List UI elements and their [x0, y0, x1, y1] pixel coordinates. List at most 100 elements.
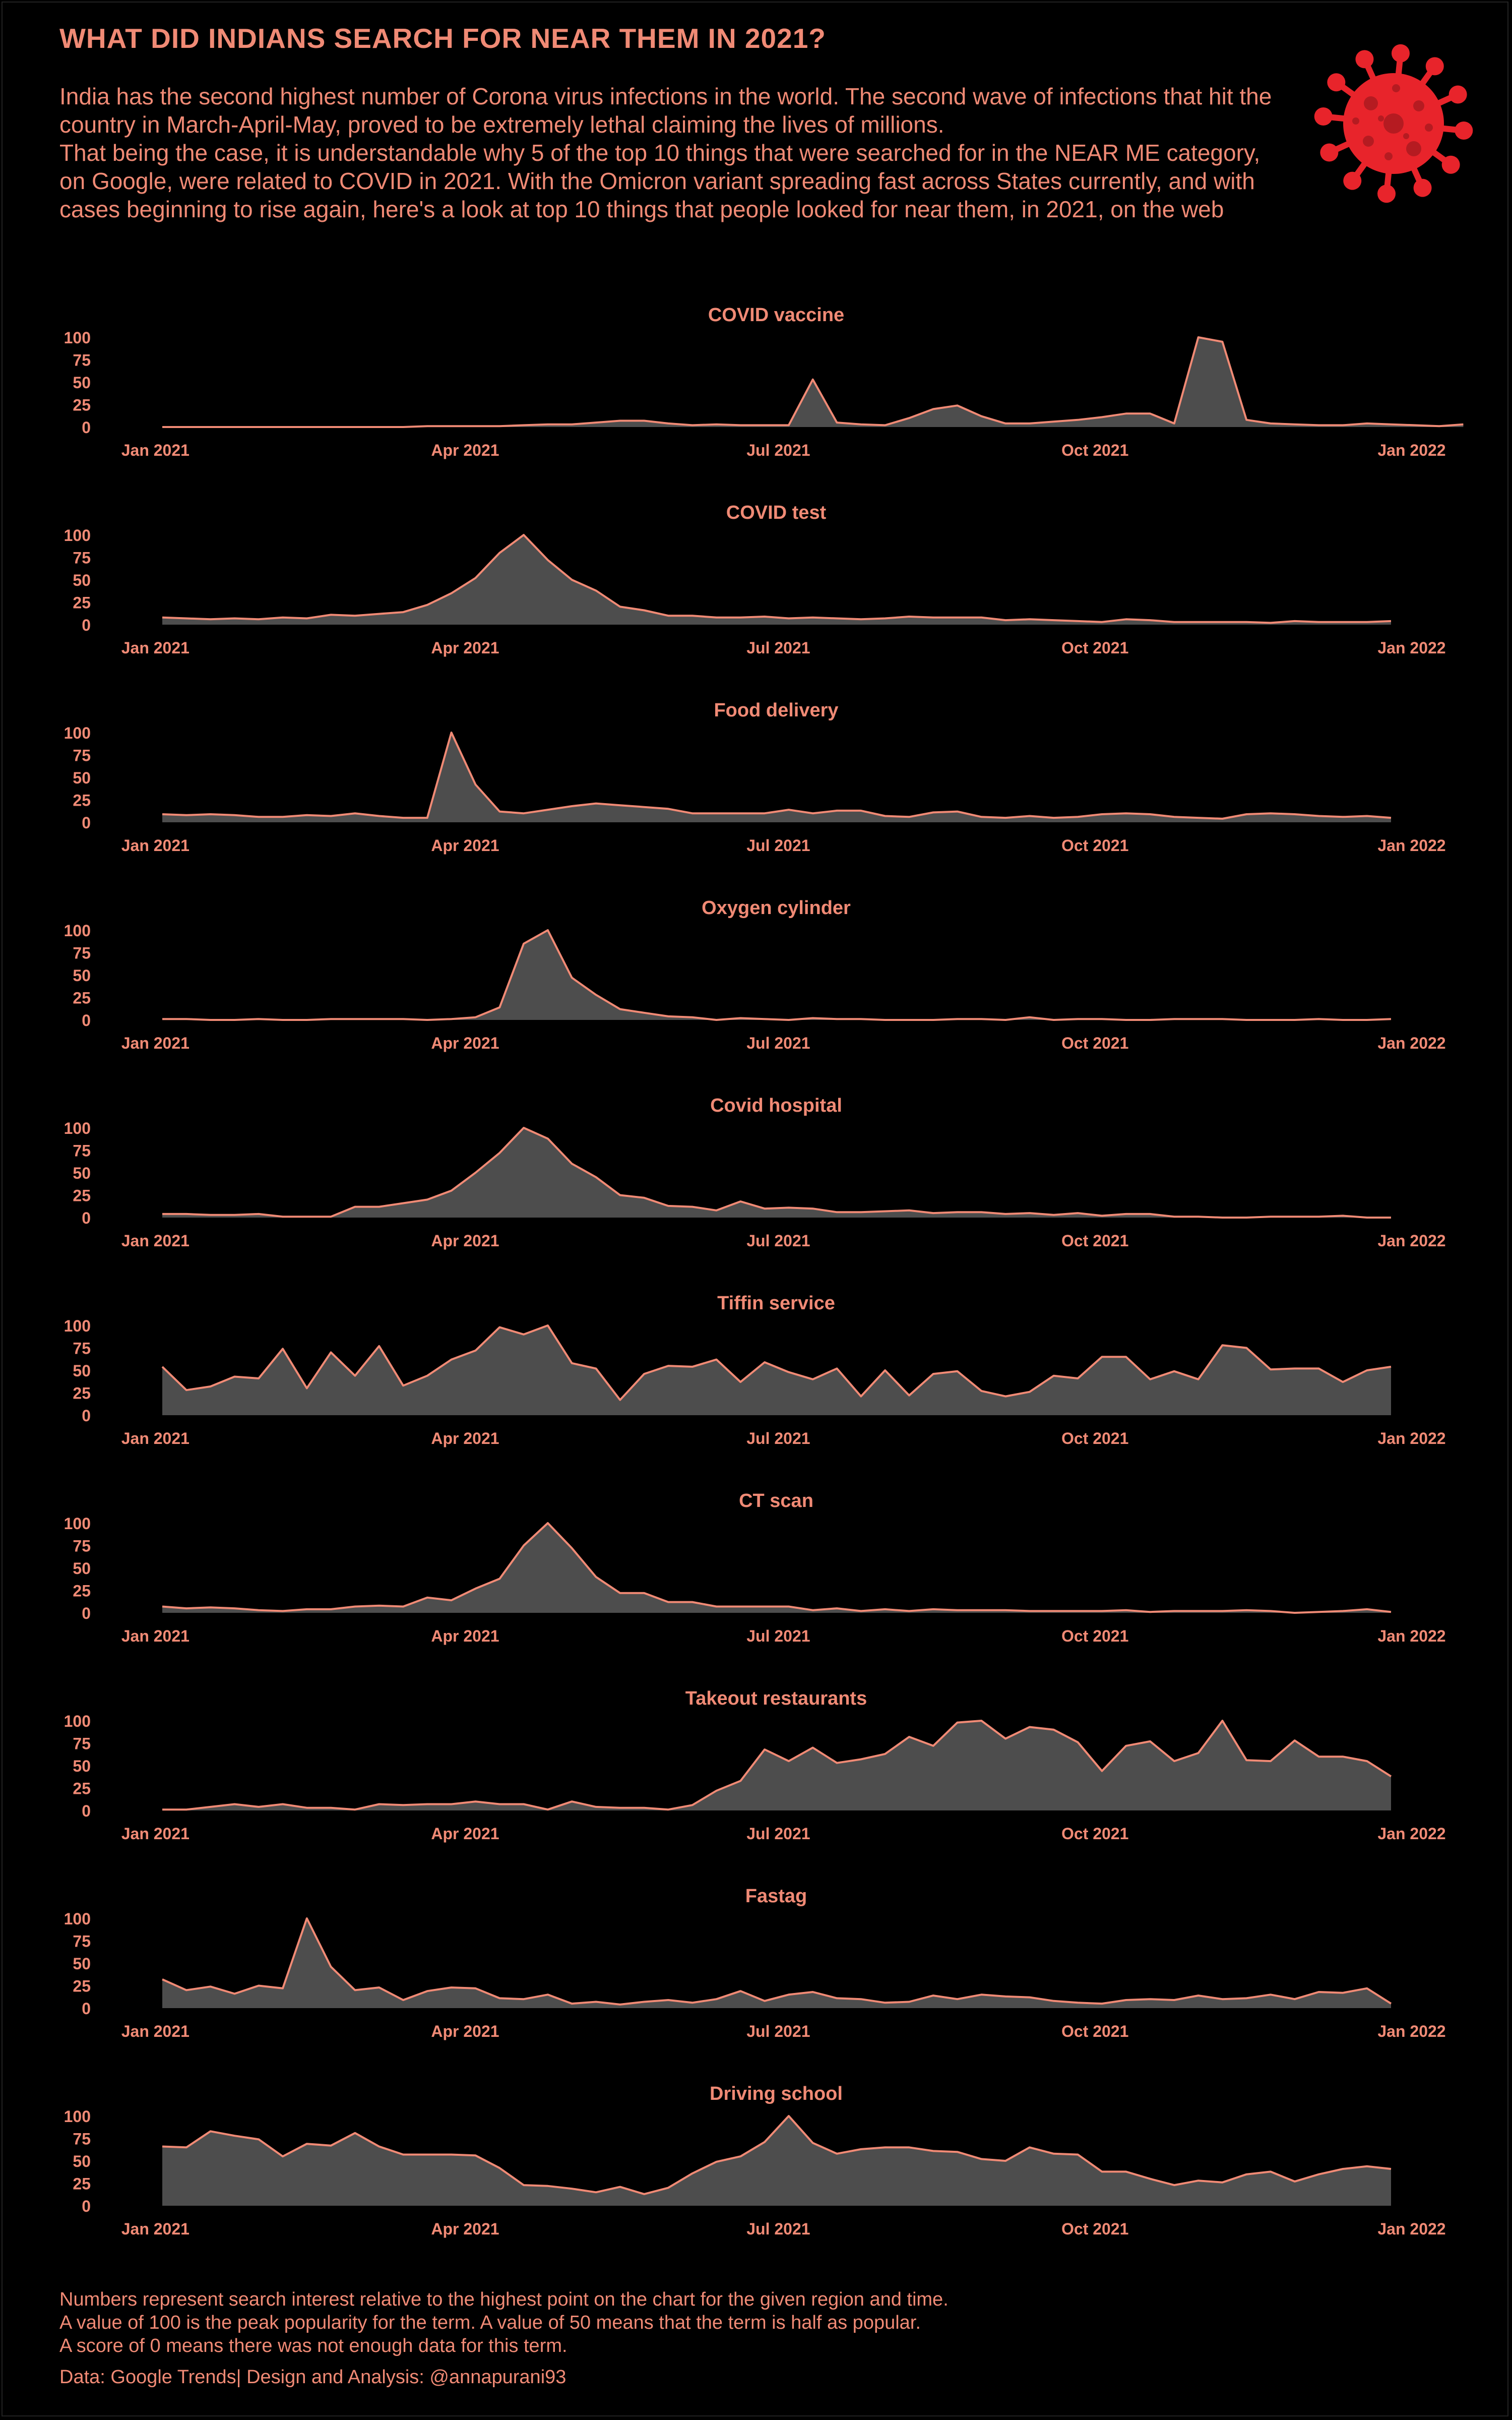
chart-panel: Fastag 0 25 50 75 100 Jan 2021 Apr 2021 Jul 2021… [64, 1886, 1446, 2040]
virus-spike-tip [1448, 85, 1467, 104]
x-tick-label: Apr 2021 [431, 2220, 499, 2238]
footnote-line-3: A score of 0 means there was not enough … [59, 2335, 568, 2356]
chart-title: COVID vaccine [708, 305, 844, 326]
x-tick-label: Apr 2021 [431, 1627, 499, 1645]
x-tick-label: Jul 2021 [746, 836, 810, 855]
y-tick-label: 0 [82, 1209, 91, 1227]
y-tick-label: 75 [73, 747, 91, 765]
series-area [162, 1523, 1391, 1613]
virus-spike-tip [1355, 50, 1374, 69]
x-tick-label: Jan 2022 [1377, 1627, 1445, 1645]
y-tick-label: 100 [64, 1910, 91, 1928]
chart-title: CT scan [739, 1490, 813, 1511]
x-tick-label: Jan 2022 [1377, 2022, 1445, 2040]
x-tick-label: Apr 2021 [431, 441, 499, 459]
x-tick-label: Jul 2021 [746, 1232, 810, 1250]
series-area [162, 1128, 1391, 1218]
virus-spots [1352, 84, 1433, 160]
series-line [162, 732, 1392, 820]
series-line [162, 2115, 1392, 2195]
y-tick-label: 0 [82, 814, 91, 832]
chart-panel: COVID test 0 25 50 75 100 Jan 2021 Apr 2021 Jul … [64, 502, 1446, 657]
y-tick-label: 100 [64, 329, 91, 347]
x-tick-label: Jan 2022 [1377, 2220, 1445, 2238]
x-tick-label: Jan 2021 [121, 639, 190, 657]
x-tick-label: Oct 2021 [1061, 1232, 1128, 1250]
series-area [162, 535, 1391, 625]
y-tick-label: 100 [64, 922, 91, 940]
series-line [162, 1720, 1392, 1811]
y-tick-label: 25 [73, 1780, 91, 1798]
chart-panel: Driving school 0 25 50 75 100 Jan 2021 Apr 2021… [64, 2083, 1446, 2238]
x-tick-label: Jan 2021 [121, 1627, 190, 1645]
y-tick-label: 0 [82, 616, 91, 634]
x-tick-label: Jan 2021 [121, 836, 190, 855]
x-tick-label: Jul 2021 [746, 639, 810, 657]
x-tick-label: Oct 2021 [1061, 1627, 1128, 1645]
chart-title: Oxygen cylinder [702, 897, 851, 919]
intro-paragraph-1: India has the second highest number of C… [59, 83, 1272, 138]
y-tick-label: 100 [64, 526, 91, 544]
x-tick-label: Apr 2021 [431, 1429, 499, 1447]
x-tick-label: Jul 2021 [746, 2220, 810, 2238]
x-tick-label: Oct 2021 [1061, 836, 1128, 855]
x-tick-label: Jul 2021 [746, 441, 810, 459]
y-tick-label: 0 [82, 2000, 91, 2018]
y-tick-label: 0 [82, 1802, 91, 1820]
chart-title: Takeout restaurants [685, 1688, 867, 1709]
intro-paragraph-2: That being the case, it is understandabl… [59, 140, 1261, 222]
y-tick-label: 100 [64, 1119, 91, 1137]
series-line [162, 534, 1392, 624]
y-tick-label: 50 [73, 1164, 91, 1182]
x-tick-label: Jul 2021 [746, 1034, 810, 1052]
y-tick-label: 25 [73, 1384, 91, 1403]
y-tick-label: 0 [82, 1011, 91, 1030]
y-tick-label: 25 [73, 1187, 91, 1205]
y-tick-label: 100 [64, 1317, 91, 1335]
y-tick-label: 75 [73, 1340, 91, 1358]
series-area [162, 930, 1391, 1020]
y-tick-label: 75 [73, 351, 91, 370]
x-tick-label: Jul 2021 [746, 1627, 810, 1645]
y-tick-label: 25 [73, 1977, 91, 1995]
x-tick-label: Jan 2022 [1377, 836, 1445, 855]
series-line [161, 1324, 1392, 1401]
series-area [162, 1918, 1391, 2008]
x-tick-label: Jan 2021 [121, 1429, 190, 1447]
chart-panel: Food delivery 0 25 50 75 100 Jan 2021 Apr 2021 J… [64, 700, 1446, 855]
series-line [162, 929, 1392, 1021]
chart-panel: Covid hospital 0 25 50 75 100 Jan 2021 Apr 2021… [64, 1095, 1446, 1250]
x-tick-label: Jan 2021 [121, 1232, 190, 1250]
x-tick-label: Apr 2021 [431, 1232, 499, 1250]
y-tick-label: 50 [73, 1757, 91, 1775]
x-tick-label: Apr 2021 [431, 639, 499, 657]
virus-spike-tip [1320, 143, 1339, 162]
x-tick-label: Oct 2021 [1061, 2220, 1128, 2238]
x-tick-label: Jan 2022 [1377, 1034, 1445, 1052]
chart-title: Fastag [745, 1886, 807, 1907]
x-tick-label: Oct 2021 [1061, 639, 1128, 657]
y-tick-label: 50 [73, 571, 91, 589]
page-title: WHAT DID INDIANS SEARCH FOR NEAR THEM IN… [59, 23, 826, 54]
series-area [162, 337, 1464, 427]
virus-spike-tip [1327, 73, 1346, 92]
x-tick-label: Apr 2021 [431, 1825, 499, 1843]
y-tick-label: 0 [82, 2197, 91, 2215]
series-area [162, 1721, 1391, 1810]
y-tick-label: 75 [73, 1932, 91, 1951]
y-tick-label: 50 [73, 1955, 91, 1973]
virus-spike-tip [1391, 44, 1410, 63]
y-tick-label: 75 [73, 549, 91, 567]
y-tick-label: 50 [73, 1362, 91, 1380]
series-line [162, 1522, 1392, 1614]
virus-spike-tip [1425, 57, 1444, 76]
chart-panel: Oxygen cylinder 0 25 50 75 100 Jan 2021 Apr 202… [64, 897, 1446, 1052]
virus-spike-tip [1377, 185, 1396, 203]
series-line [162, 1127, 1391, 1219]
x-tick-label: Jan 2021 [121, 1034, 190, 1052]
virus-spike-tip [1314, 107, 1333, 126]
x-tick-label: Jan 2022 [1377, 1825, 1445, 1843]
coronavirus-icon [1314, 44, 1473, 203]
footnote-line-2: A value of 100 is the peak popularity fo… [59, 2312, 921, 2333]
